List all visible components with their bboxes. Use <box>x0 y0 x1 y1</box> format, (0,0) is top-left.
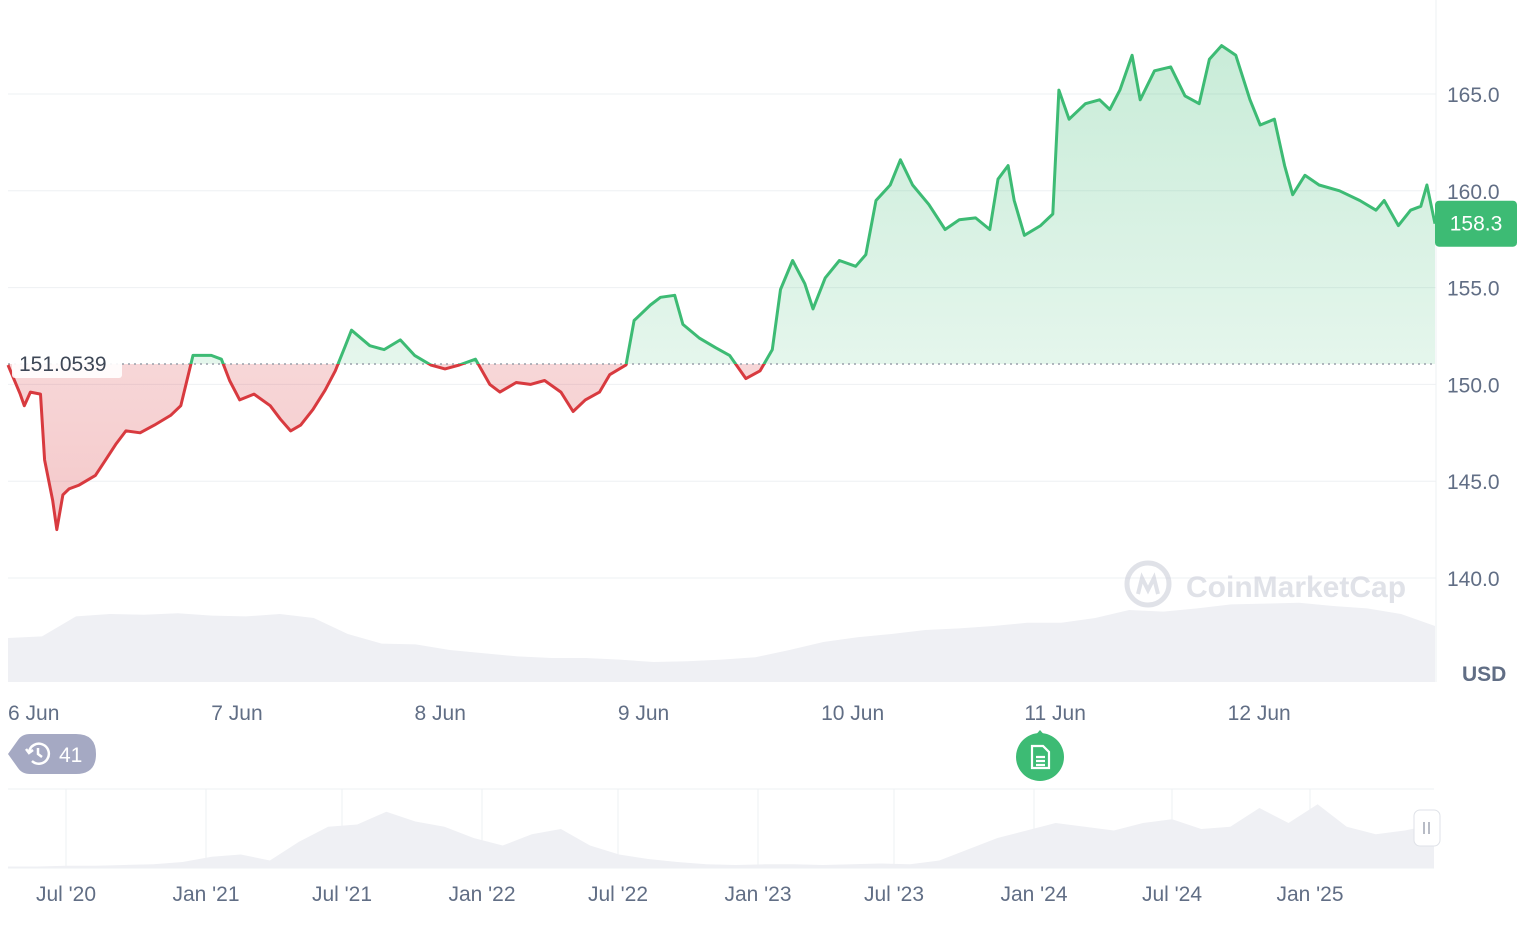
navigator-label: Jan '23 <box>724 883 791 906</box>
y-tick-label: 155.0 <box>1447 278 1500 301</box>
watermark-text: CoinMarketCap <box>1186 571 1406 604</box>
x-tick-label: 11 Jun <box>1024 702 1086 725</box>
x-tick-label: 6 Jun <box>8 702 59 725</box>
range-navigator[interactable]: Jul '20 Jan '21 Jul '21 Jan '22 Jul '22 Jan '… <box>8 788 1441 906</box>
navigator-area <box>8 804 1434 868</box>
price-area-above-reference <box>8 45 1435 364</box>
y-tick-label: 165.0 <box>1447 84 1500 107</box>
current-price-value: 158.3 <box>1450 213 1503 236</box>
x-axis: 6 Jun 7 Jun 8 Jun 9 Jun 10 Jun 11 Jun 12 Jun <box>8 702 1291 725</box>
navigator-label: Jan '22 <box>448 883 515 906</box>
history-badge[interactable]: 41 <box>8 734 96 774</box>
coinmarketcap-logo-icon <box>1124 560 1172 608</box>
history-count: 41 <box>59 744 82 767</box>
history-icon <box>25 742 51 765</box>
news-marker[interactable] <box>1016 730 1064 781</box>
navigator-label: Jul '22 <box>588 883 648 906</box>
y-tick-label: 160.0 <box>1447 181 1500 204</box>
document-icon <box>1030 744 1051 770</box>
x-tick-label: 7 Jun <box>211 702 262 725</box>
reference-price-value: 151.0539 <box>19 353 107 376</box>
x-tick-label: 8 Jun <box>415 702 466 725</box>
navigator-label: Jul '20 <box>36 883 96 906</box>
navigator-label: Jan '24 <box>1000 883 1067 906</box>
x-tick-label: 9 Jun <box>618 702 669 725</box>
navigator-label: Jan '21 <box>172 883 239 906</box>
watermark: CoinMarketCap <box>1124 560 1406 608</box>
y-axis: 140.0 145.0 150.0 155.0 160.0 165.0 <box>1447 84 1500 591</box>
current-price-tag: 158.3 <box>1435 200 1517 247</box>
y-tick-label: 140.0 <box>1447 568 1500 591</box>
price-line-up <box>189 44 1437 364</box>
navigator-label: Jul '21 <box>312 883 372 906</box>
navigator-label: Jul '24 <box>1142 883 1202 906</box>
navigator-label: Jan '25 <box>1276 883 1343 906</box>
reference-price-label: 151.0539 <box>12 349 122 378</box>
y-tick-label: 145.0 <box>1447 471 1500 494</box>
navigator-label: Jul '23 <box>864 883 924 906</box>
price-area-below-reference <box>8 363 765 530</box>
volume-area <box>8 602 1435 682</box>
x-tick-label: 10 Jun <box>821 702 884 725</box>
x-tick-label: 12 Jun <box>1228 702 1291 725</box>
y-tick-label: 150.0 <box>1447 374 1500 397</box>
currency-label: USD <box>1462 663 1506 686</box>
logo-glyph-icon <box>1136 572 1160 595</box>
navigator-handle[interactable] <box>1413 809 1441 847</box>
